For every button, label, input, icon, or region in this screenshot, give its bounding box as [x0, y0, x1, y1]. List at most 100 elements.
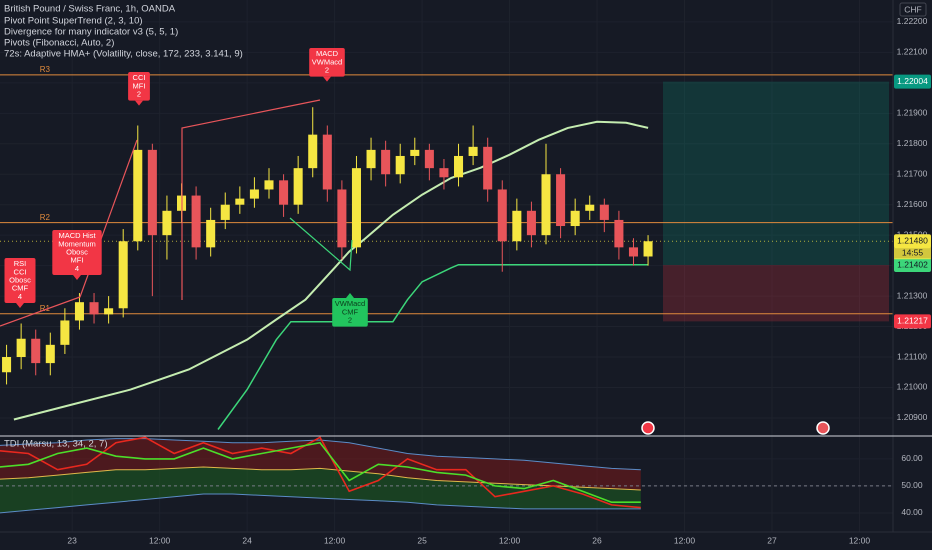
y-tick-label: 1.21100 [897, 351, 927, 361]
bear-divergence [181, 99, 321, 300]
plot: R3 R2 R1 [0, 65, 893, 514]
signal-arrow [16, 303, 24, 308]
signal-arrow [73, 275, 81, 280]
candle-body [279, 180, 289, 205]
price-marker [894, 74, 931, 89]
signal-box [309, 48, 345, 77]
signal-text: MFI [71, 256, 84, 265]
signal-text: RSI [14, 259, 27, 268]
candle-body [118, 241, 128, 309]
signal-text: CCI [14, 267, 27, 276]
signal-arrow [323, 76, 331, 82]
tdi-band [0, 438, 641, 471]
y-tick-label: 50.00 [901, 480, 923, 490]
y-tick-label: 1.21700 [897, 168, 928, 178]
signal-box [52, 230, 102, 275]
signal-text: Obosc [66, 247, 88, 256]
candle-body [366, 149, 376, 169]
candle-body [395, 155, 405, 175]
signal-text: VWMacd [335, 299, 365, 308]
axes: 1.222001.221001.220001.219001.218001.217… [67, 16, 931, 545]
candle-body [351, 168, 361, 248]
x-tick-label: 12:00 [674, 535, 696, 545]
indicator-label: Pivots (Fibonacci, Auto, 2) [4, 37, 114, 48]
y-tick-label: 1.21600 [897, 199, 928, 209]
candle-body [74, 302, 84, 321]
tdi-band [0, 493, 641, 514]
price-marker [894, 234, 931, 249]
candle-body [308, 134, 318, 169]
signal-text: MACD [316, 49, 339, 58]
candle-body [454, 155, 464, 178]
candle-body [424, 149, 434, 169]
x-tick-label: 12:00 [849, 535, 871, 545]
price-marker-label: 1.21402 [897, 259, 928, 269]
y-tick-label: 1.21300 [897, 290, 928, 300]
candle-body [322, 134, 332, 190]
indicator-label: Divergence for many indicator v3 (5, 5, … [4, 26, 178, 37]
signal-text: 2 [348, 315, 352, 324]
candle-body [337, 189, 347, 248]
signal-text: CMF [12, 284, 29, 293]
y-tick-label: 1.20900 [897, 412, 928, 422]
chart-title: British Pound / Swiss Franc, 1h, OANDA [4, 3, 176, 14]
signal-text: 2 [137, 89, 141, 98]
tdi-line [0, 436, 641, 509]
currency: CHF [904, 4, 921, 14]
candle-body [16, 338, 26, 358]
signal-text: MFI [133, 81, 146, 90]
divergence-lines [0, 99, 353, 327]
countdown: 14:55 [902, 248, 924, 258]
candle-body [439, 168, 449, 178]
event-icon[interactable] [816, 421, 830, 435]
price-marker-label: 1.22004 [897, 76, 928, 86]
signal-box [332, 298, 368, 327]
candle-body [570, 210, 580, 227]
candle-body [60, 320, 70, 345]
signal-arrow [135, 100, 143, 106]
candle-body [512, 210, 522, 242]
currency-box [899, 2, 927, 17]
signal-text: Momentum [58, 239, 96, 248]
pane-title: TDI (Marsu, 13, 34, 2, 7) [4, 438, 107, 449]
candle-body [133, 149, 143, 242]
signal-box [4, 258, 36, 303]
price-marker-label: 1.21217 [897, 316, 928, 326]
indicator-label: 72s: Adaptive HMA+ (Volatility, close, 1… [4, 48, 243, 59]
candle-body [45, 344, 55, 364]
candle-body [599, 204, 609, 220]
candle-body [497, 189, 507, 242]
signal-text: CMF [342, 307, 359, 316]
y-tick-label: 1.21800 [897, 138, 928, 148]
candle-body [249, 189, 259, 199]
candle-body [526, 210, 536, 236]
candle-body [104, 308, 114, 315]
signal-arrow [346, 293, 354, 298]
x-tick-label: 12:00 [324, 535, 346, 545]
price-marker-label: 1.21480 [897, 236, 928, 246]
candle-body [235, 198, 245, 205]
price-marker [894, 258, 931, 273]
candle-body [628, 247, 639, 257]
signal-text: 4 [75, 264, 79, 273]
candle-body [2, 357, 12, 373]
tdi-lower-zone [0, 467, 641, 513]
event-icon[interactable] [641, 421, 655, 435]
signal-text: CCI [133, 73, 146, 82]
signal-box [128, 72, 150, 101]
indicator-label: Pivot Point SuperTrend (2, 3, 10) [4, 15, 143, 26]
target-zone [663, 81, 889, 266]
signal-text: 4 [18, 292, 22, 301]
y-tick-label: 40.00 [901, 507, 923, 517]
indicator-line [13, 120, 649, 421]
y-tick-label: 1.21900 [897, 108, 928, 118]
candle-body [191, 195, 201, 248]
candle-body [541, 174, 551, 236]
countdown-box [894, 247, 931, 260]
signal-text: MACD Hist [58, 231, 96, 240]
x-tick-label: 26 [592, 535, 602, 545]
candle-body [264, 180, 274, 190]
price-marker [894, 314, 931, 329]
